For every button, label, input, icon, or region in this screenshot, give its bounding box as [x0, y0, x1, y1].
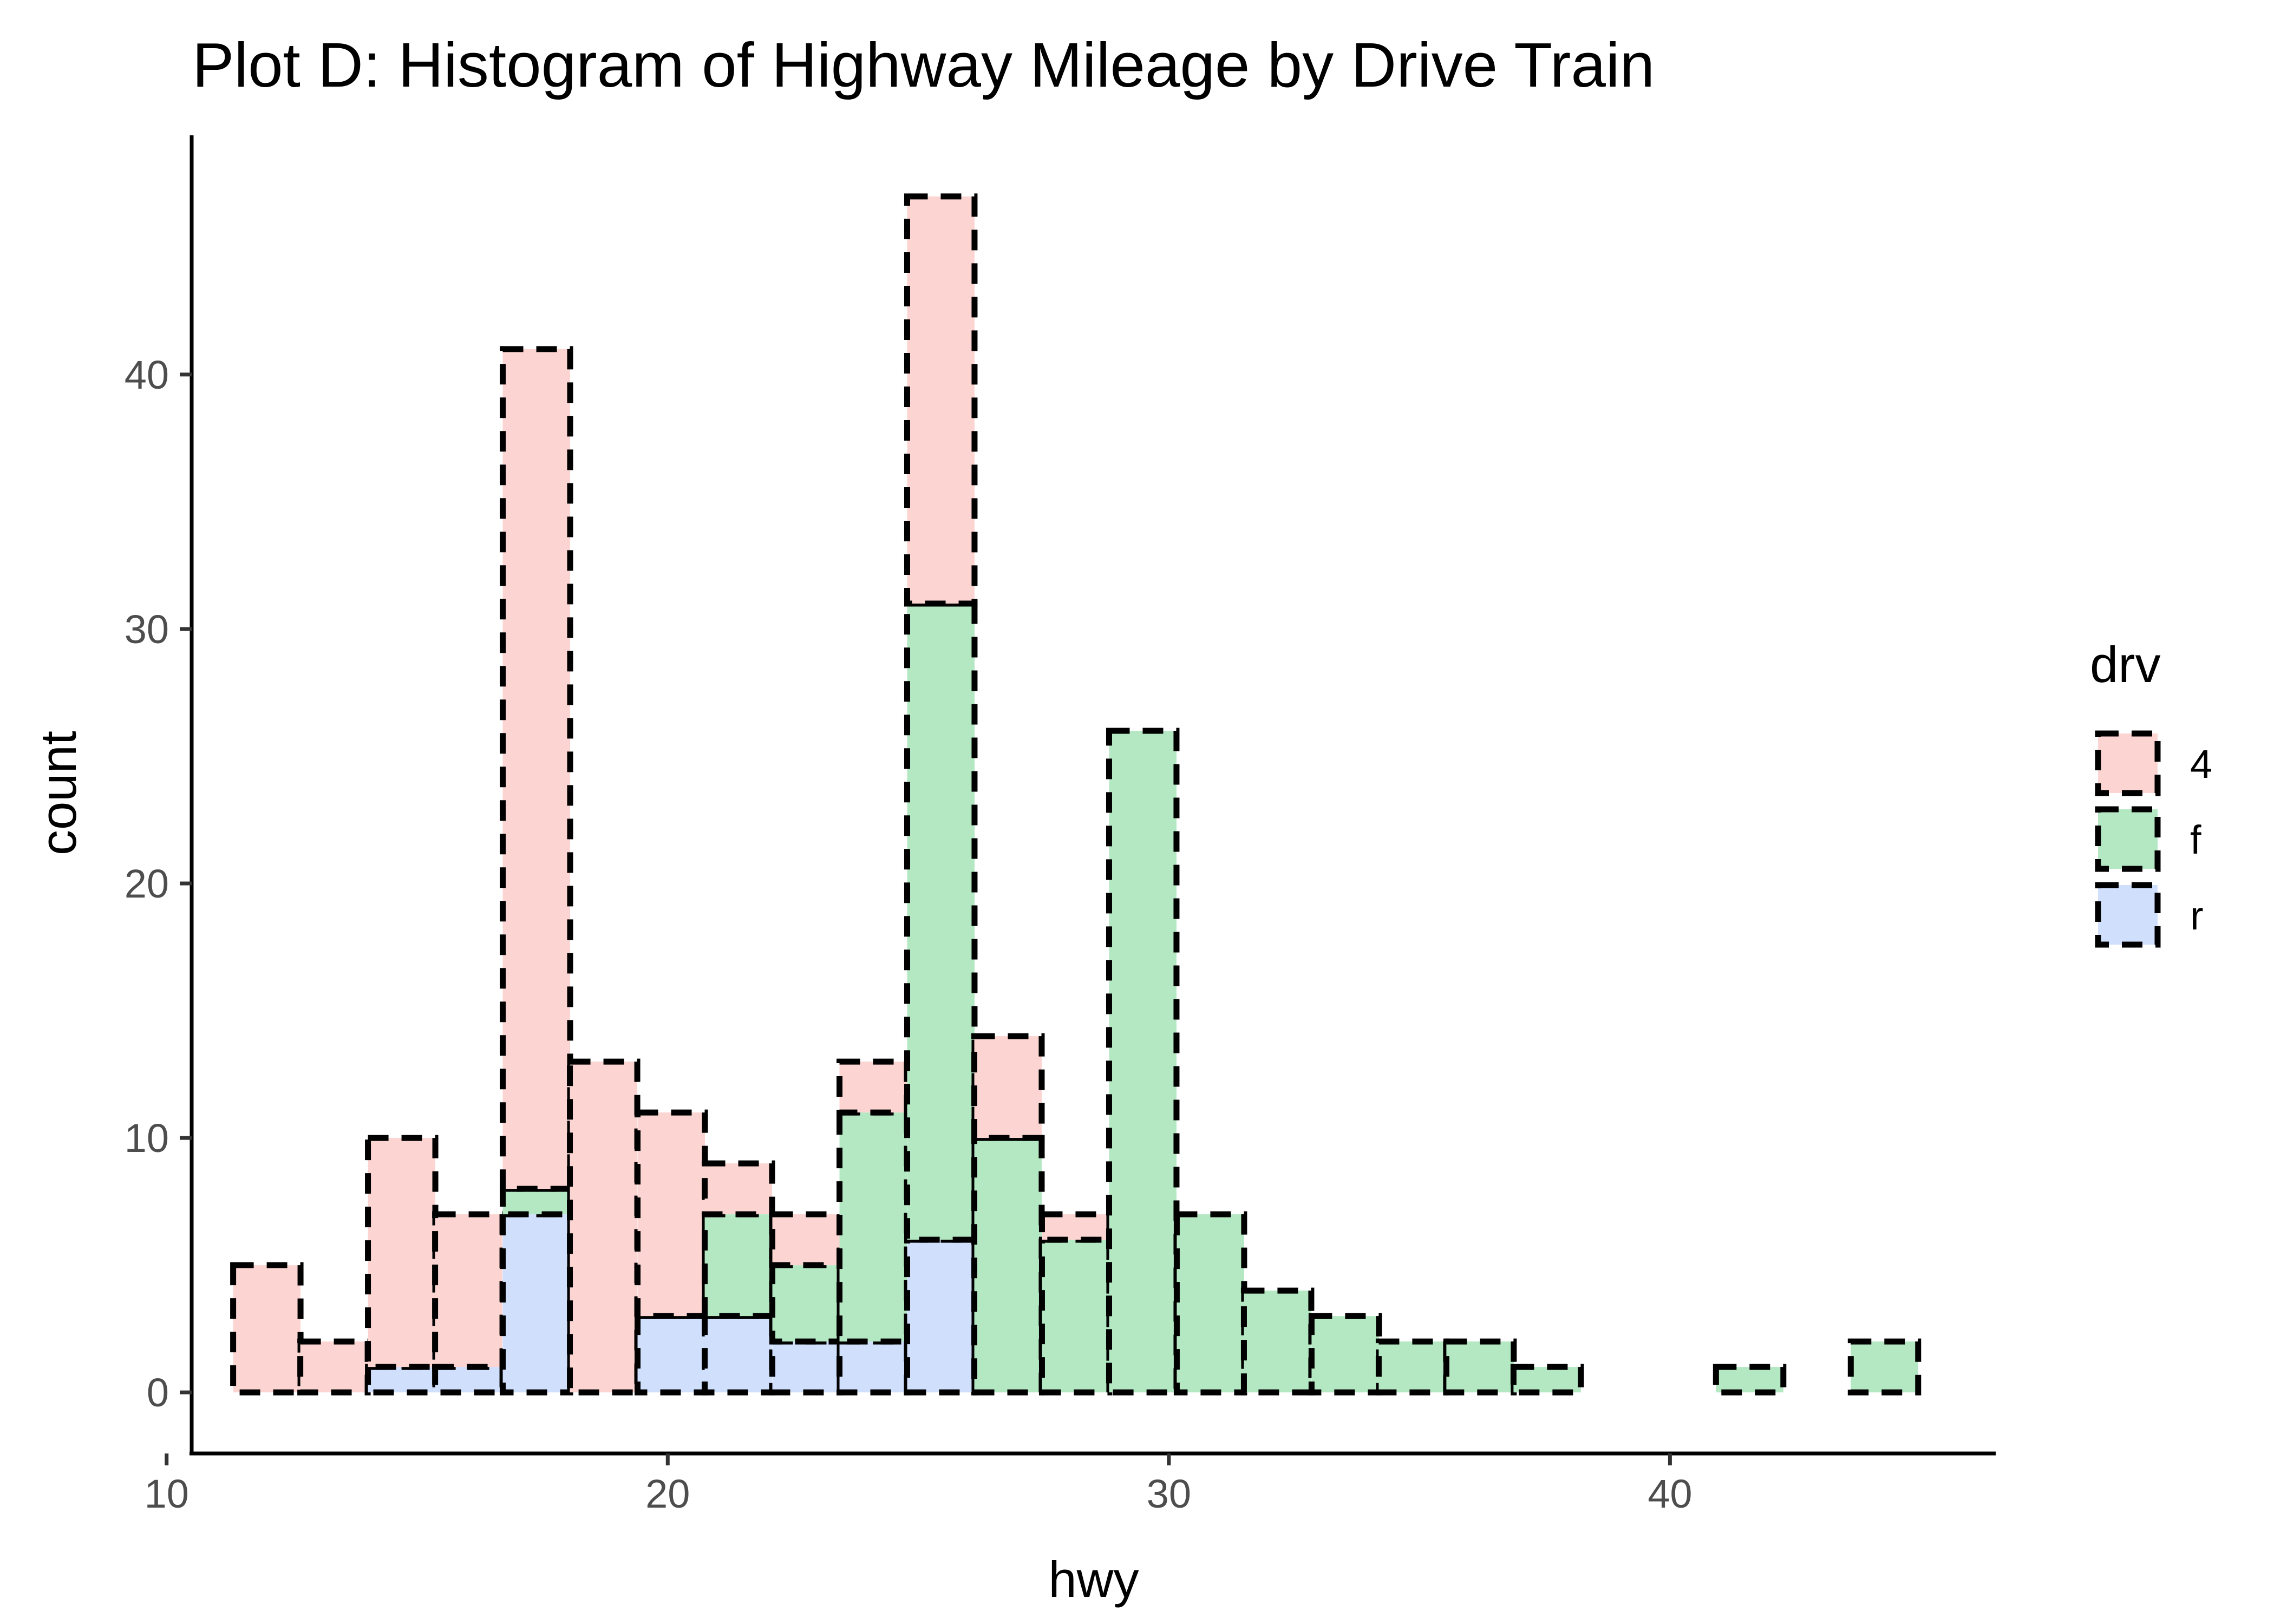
x-tick-label: 20 — [645, 1471, 690, 1516]
bar-f-bin-11 — [971, 1135, 1045, 1396]
bar-f-bin-10 — [904, 600, 978, 1243]
bar-r-bin-9 — [837, 1338, 910, 1396]
bar-f-bin-17 — [1375, 1338, 1449, 1396]
legend-label-f: f — [2190, 817, 2201, 862]
bar-f-bin-7 — [702, 1211, 775, 1319]
bar-4-bin-10 — [904, 193, 978, 607]
bar-f-bin-24 — [1847, 1338, 1922, 1396]
y-tick-label: 10 — [125, 1116, 169, 1161]
y-axis-ticks: 0 10 20 30 40 — [125, 352, 192, 1415]
bar-f-bin-12 — [1038, 1236, 1113, 1396]
y-axis-title: count — [30, 731, 87, 855]
bar-r-bin-4 — [500, 1211, 573, 1396]
bar-4-bin-2 — [365, 1135, 439, 1370]
x-tick-label: 40 — [1648, 1471, 1692, 1516]
bar-4-bin-8 — [769, 1211, 843, 1268]
bar-4-bin-0 — [230, 1262, 304, 1396]
x-tick-label: 30 — [1147, 1471, 1191, 1516]
y-tick-label: 40 — [125, 352, 169, 397]
bar-4-bin-12 — [1038, 1211, 1113, 1243]
bar-4-bin-1 — [297, 1338, 371, 1396]
bar-f-bin-19 — [1510, 1364, 1584, 1396]
bar-f-bin-16 — [1308, 1313, 1382, 1396]
bar-r-bin-3 — [432, 1364, 506, 1396]
legend-key-r — [2095, 882, 2161, 948]
bar-r-bin-7 — [702, 1313, 775, 1396]
legend-key-4 — [2095, 730, 2161, 796]
y-tick-label: 30 — [125, 607, 169, 652]
y-tick-label: 0 — [147, 1370, 169, 1415]
y-tick-label: 20 — [125, 861, 169, 906]
bar-f-bin-9 — [837, 1109, 910, 1345]
bar-4-bin-5 — [567, 1058, 641, 1396]
bar-f-bin-4 — [500, 1186, 573, 1217]
bar-r-bin-2 — [365, 1364, 439, 1396]
bar-4-bin-6 — [635, 1109, 708, 1319]
x-axis-ticks: 10 20 30 40 — [145, 1453, 1693, 1516]
bars-group — [230, 193, 1922, 1396]
legend-title: drv — [2090, 636, 2161, 693]
x-axis-title: hwy — [1048, 1551, 1139, 1608]
bar-4-bin-11 — [971, 1033, 1045, 1141]
bar-4-bin-4 — [500, 346, 573, 1192]
bar-f-bin-22 — [1713, 1364, 1787, 1396]
bar-f-bin-8 — [769, 1262, 843, 1345]
bar-r-bin-6 — [635, 1313, 708, 1396]
bar-f-bin-14 — [1173, 1211, 1247, 1396]
bar-r-bin-10 — [904, 1236, 978, 1396]
chart-title: Plot D: Histogram of Highway Mileage by … — [192, 30, 1655, 100]
bar-f-bin-15 — [1240, 1287, 1315, 1396]
bar-f-bin-13 — [1106, 728, 1180, 1396]
x-tick-label: 10 — [145, 1471, 189, 1516]
legend-key-f — [2095, 806, 2161, 872]
bar-4-bin-9 — [837, 1058, 910, 1116]
bar-r-bin-8 — [769, 1338, 843, 1396]
bar-f-bin-18 — [1443, 1338, 1517, 1396]
bar-4-bin-3 — [432, 1211, 506, 1370]
legend-label-4: 4 — [2190, 742, 2212, 787]
legend: drv 4 fr — [2090, 636, 2212, 948]
bar-4-bin-7 — [702, 1160, 775, 1217]
legend-label-r: r — [2190, 893, 2204, 938]
